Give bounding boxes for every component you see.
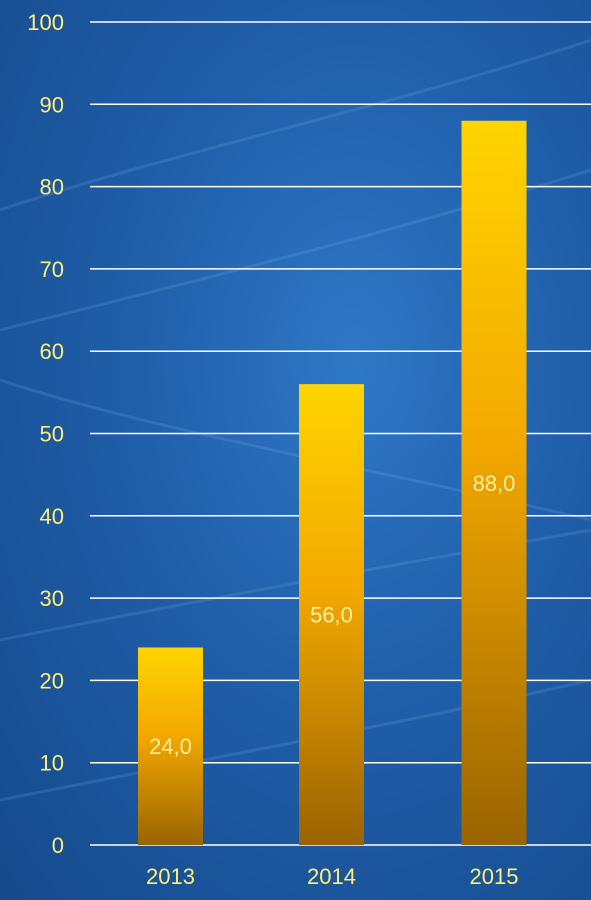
y-tick-label-10: 10 [40, 751, 64, 776]
y-tick-label-70: 70 [40, 257, 64, 282]
y-tick-label-50: 50 [40, 422, 64, 447]
y-tick-label-100: 100 [27, 10, 64, 35]
y-tick-label-20: 20 [40, 668, 64, 693]
data-label-2015: 88,0 [473, 471, 516, 496]
y-tick-label-40: 40 [40, 504, 64, 529]
x-tick-label-2015: 2015 [470, 864, 519, 889]
y-tick-label-90: 90 [40, 92, 64, 117]
y-tick-label-30: 30 [40, 586, 64, 611]
data-labels: 24,0 56,0 88,0 [149, 471, 515, 759]
bars [138, 120, 527, 845]
y-tick-label-0: 0 [52, 833, 64, 858]
y-tick-label-80: 80 [40, 175, 64, 200]
x-axis-tick-labels: 2013 2014 2015 [146, 864, 518, 889]
x-tick-label-2013: 2013 [146, 864, 195, 889]
data-label-2013: 24,0 [149, 734, 192, 759]
data-label-2014: 56,0 [310, 603, 353, 628]
bar-2015 [461, 120, 527, 845]
x-tick-label-2014: 2014 [307, 864, 356, 889]
bar-2014 [299, 384, 364, 845]
y-axis-tick-labels: 0 10 20 30 40 50 60 70 80 90 100 [27, 10, 64, 858]
bar-2013 [138, 647, 203, 845]
y-tick-label-60: 60 [40, 339, 64, 364]
